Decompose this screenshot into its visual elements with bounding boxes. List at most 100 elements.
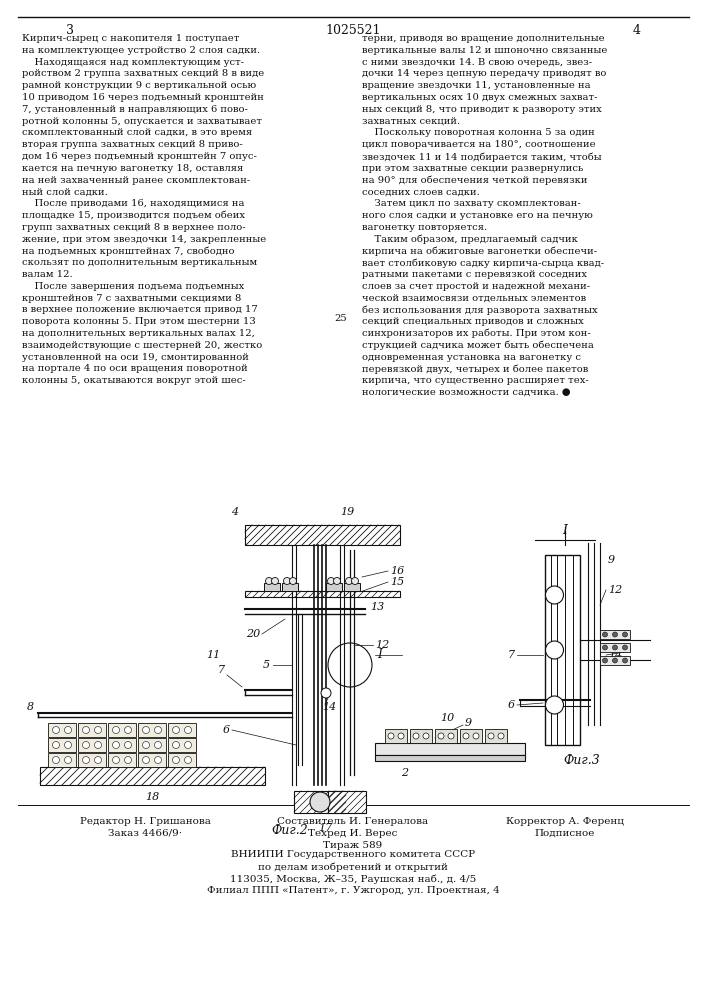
Text: соседних слоев садки.: соседних слоев садки. (362, 187, 480, 196)
Text: при этом захватные секции развернулись: при этом захватные секции развернулись (362, 164, 583, 173)
Circle shape (488, 733, 494, 739)
Circle shape (124, 726, 132, 734)
Text: струкцией садчика может быть обеспечена: струкцией садчика может быть обеспечена (362, 341, 594, 350)
Text: кронштейнов 7 с захватными секциями 8: кронштейнов 7 с захватными секциями 8 (22, 294, 241, 303)
Bar (328, 791, 366, 813)
Circle shape (498, 733, 504, 739)
Text: вагонетку повторяется.: вагонетку повторяется. (362, 223, 487, 232)
Text: Затем цикл по захвату скомплектован-: Затем цикл по захвату скомплектован- (362, 199, 580, 208)
Text: ных секций 8, что приводит к развороту этих: ных секций 8, что приводит к развороту э… (362, 105, 602, 114)
Text: перевязкой двух, четырех и более пакетов: перевязкой двух, четырех и более пакетов (362, 364, 588, 374)
Text: 14: 14 (608, 650, 622, 660)
Circle shape (438, 733, 444, 739)
Bar (485, 729, 507, 743)
Text: 3: 3 (66, 24, 74, 37)
Circle shape (612, 658, 617, 663)
Text: ВНИИПИ Государственного комитета СССР: ВНИИПИ Государственного комитета СССР (231, 850, 475, 859)
Circle shape (346, 578, 353, 584)
Text: валам 12.: валам 12. (22, 270, 73, 279)
Text: вторая группа захватных секций 8 приво-: вторая группа захватных секций 8 приво- (22, 140, 243, 149)
Circle shape (284, 578, 291, 584)
Text: 17: 17 (318, 823, 332, 833)
Text: ного слоя садки и установке его на печную: ного слоя садки и установке его на печну… (362, 211, 593, 220)
Text: 113035, Москва, Ж–35, Раушская наб., д. 4/5: 113035, Москва, Ж–35, Раушская наб., д. … (230, 874, 476, 884)
Text: ратными пакетами с перевязкой соседних: ратными пакетами с перевязкой соседних (362, 270, 587, 279)
Circle shape (289, 578, 296, 584)
Bar (435, 729, 457, 743)
Text: 8: 8 (27, 702, 34, 712)
Bar (545, 555, 580, 745)
Text: 7: 7 (508, 650, 515, 660)
Text: 12: 12 (608, 585, 622, 595)
Circle shape (52, 726, 59, 734)
Bar (168, 738, 196, 752)
Text: дочки 14 через цепную передачу приводят во: дочки 14 через цепную передачу приводят … (362, 69, 607, 78)
Circle shape (143, 742, 149, 748)
Text: слоев за счет простой и надежной механи-: слоев за счет простой и надежной механи- (362, 282, 590, 291)
Circle shape (112, 726, 119, 734)
Bar (78, 753, 106, 767)
Bar (375, 755, 525, 761)
Circle shape (95, 756, 102, 764)
Text: с ними звездочки 14. В свою очередь, звез-: с ними звездочки 14. В свою очередь, зве… (362, 58, 592, 67)
Circle shape (95, 742, 102, 748)
Text: дом 16 через подъемный кронштейн 7 опус-: дом 16 через подъемный кронштейн 7 опус- (22, 152, 257, 161)
Text: I: I (563, 524, 568, 537)
Text: взаимодействующие с шестерней 20, жестко: взаимодействующие с шестерней 20, жестко (22, 341, 262, 350)
Text: колонны 5, окатываются вокруг этой шес-: колонны 5, окатываются вокруг этой шес- (22, 376, 246, 385)
Text: 4: 4 (231, 507, 238, 517)
Text: 7: 7 (218, 665, 225, 675)
Text: 18: 18 (146, 792, 160, 802)
Text: скомплектованный слой садки, в это время: скомплектованный слой садки, в это время (22, 128, 252, 137)
Text: 7, установленный в направляющих 6 пово-: 7, установленный в направляющих 6 пово- (22, 105, 248, 114)
Circle shape (413, 733, 419, 739)
Circle shape (321, 688, 331, 698)
Text: Кирпич-сырец с накопителя 1 поступает: Кирпич-сырец с накопителя 1 поступает (22, 34, 240, 43)
Circle shape (271, 578, 279, 584)
Circle shape (622, 645, 628, 650)
Bar (385, 729, 407, 743)
Bar (108, 753, 136, 767)
Circle shape (185, 742, 192, 748)
Bar (138, 738, 166, 752)
Text: 9: 9 (608, 555, 615, 565)
Text: групп захватных секций 8 в верхнее поло-: групп захватных секций 8 в верхнее поло- (22, 223, 245, 232)
Text: 11: 11 (206, 650, 220, 660)
Text: кирпича на обжиговые вагонетки обеспечи-: кирпича на обжиговые вагонетки обеспечи- (362, 246, 597, 256)
Bar (138, 753, 166, 767)
Text: секций специальных приводов и сложных: секций специальных приводов и сложных (362, 317, 584, 326)
Text: Поскольку поворотная колонна 5 за один: Поскольку поворотная колонна 5 за один (362, 128, 595, 137)
Bar (108, 738, 136, 752)
Circle shape (602, 632, 607, 637)
Circle shape (64, 756, 71, 764)
Circle shape (612, 645, 617, 650)
Text: по делам изобретений и открытий: по делам изобретений и открытий (258, 862, 448, 871)
Text: Редактор Н. Гришанова: Редактор Н. Гришанова (80, 817, 211, 826)
Bar (375, 743, 525, 755)
Bar (264, 583, 280, 591)
Text: После завершения подъема подъемных: После завершения подъема подъемных (22, 282, 244, 291)
Circle shape (173, 756, 180, 764)
Text: Заказ 4466/9·: Заказ 4466/9· (108, 829, 182, 838)
Circle shape (173, 742, 180, 748)
Text: на дополнительных вертикальных валах 12,: на дополнительных вертикальных валах 12, (22, 329, 255, 338)
Circle shape (351, 578, 358, 584)
Text: 5: 5 (263, 660, 270, 670)
Text: ротной колонны 5, опускается и захватывает: ротной колонны 5, опускается и захватыва… (22, 117, 262, 126)
Text: Фиг.3: Фиг.3 (563, 754, 600, 766)
Circle shape (310, 792, 330, 812)
Text: установленной на оси 19, смонтированной: установленной на оси 19, смонтированной (22, 353, 249, 362)
Text: 6: 6 (508, 700, 515, 710)
Circle shape (473, 733, 479, 739)
Bar (168, 723, 196, 737)
Circle shape (327, 578, 334, 584)
Bar (326, 583, 342, 591)
Text: вертикальные валы 12 и шпоночно связанные: вертикальные валы 12 и шпоночно связанны… (362, 46, 607, 55)
Bar (344, 583, 360, 591)
Circle shape (423, 733, 429, 739)
Circle shape (546, 641, 563, 659)
Text: 12: 12 (375, 640, 390, 650)
Text: 2: 2 (402, 768, 409, 778)
Text: цикл поворачивается на 180°, соотношение: цикл поворачивается на 180°, соотношение (362, 140, 595, 149)
Bar (48, 723, 76, 737)
